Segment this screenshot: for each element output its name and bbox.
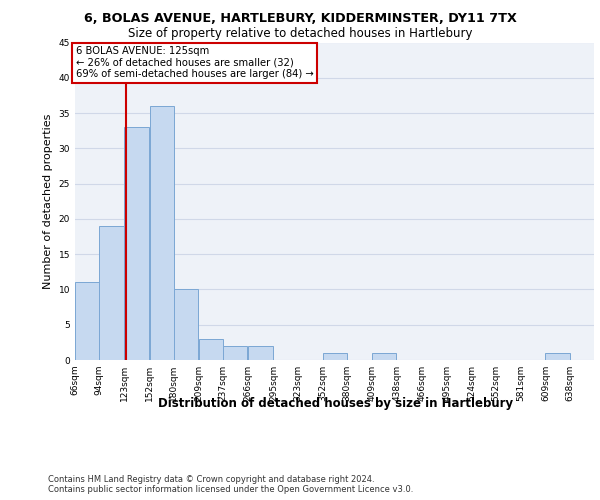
Bar <box>199 339 223 360</box>
Bar <box>372 353 397 360</box>
Bar <box>75 282 99 360</box>
Bar <box>174 290 198 360</box>
Bar <box>248 346 272 360</box>
Text: Distribution of detached houses by size in Hartlebury: Distribution of detached houses by size … <box>158 398 514 410</box>
Text: Size of property relative to detached houses in Hartlebury: Size of property relative to detached ho… <box>128 28 472 40</box>
Bar <box>323 353 347 360</box>
Bar <box>545 353 570 360</box>
Bar <box>124 127 149 360</box>
Text: Contains HM Land Registry data © Crown copyright and database right 2024.: Contains HM Land Registry data © Crown c… <box>48 475 374 484</box>
Bar <box>149 106 174 360</box>
Y-axis label: Number of detached properties: Number of detached properties <box>43 114 53 289</box>
Bar <box>99 226 124 360</box>
Text: 6, BOLAS AVENUE, HARTLEBURY, KIDDERMINSTER, DY11 7TX: 6, BOLAS AVENUE, HARTLEBURY, KIDDERMINST… <box>83 12 517 26</box>
Text: 6 BOLAS AVENUE: 125sqm
← 26% of detached houses are smaller (32)
69% of semi-det: 6 BOLAS AVENUE: 125sqm ← 26% of detached… <box>76 46 314 79</box>
Text: Contains public sector information licensed under the Open Government Licence v3: Contains public sector information licen… <box>48 485 413 494</box>
Bar <box>223 346 247 360</box>
